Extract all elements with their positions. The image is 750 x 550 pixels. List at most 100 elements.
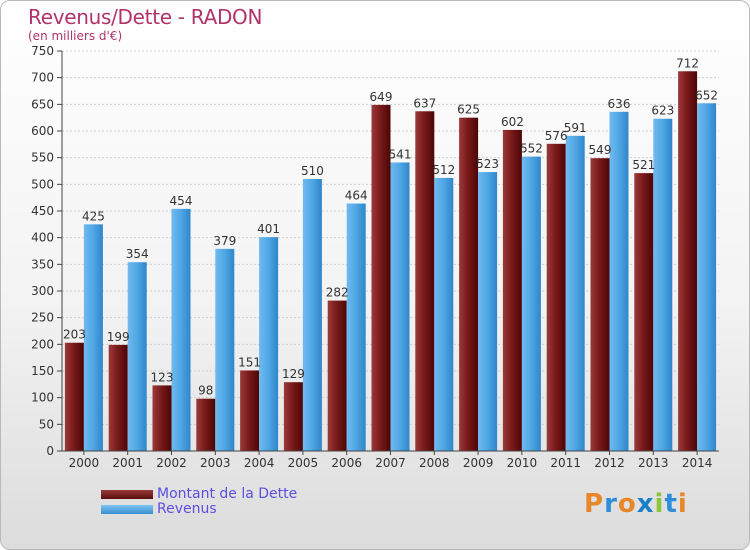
data-label-debt-2014: 712	[676, 56, 699, 70]
data-label-revenue-2001: 354	[126, 247, 149, 261]
bar-debt-2007	[371, 104, 391, 451]
data-labels: 203 425 199 354 123 454 98 379 151 401 129 510 282 46…	[63, 56, 718, 397]
y-tick-label: 250	[31, 311, 54, 325]
data-label-revenue-2013: 623	[651, 104, 674, 118]
y-tick-label: 750	[31, 44, 54, 58]
logo-letter: x	[636, 489, 655, 519]
bar-debt-2013	[634, 173, 654, 451]
logo-letter: t	[664, 489, 678, 519]
x-tick-label-2004: 2004	[244, 456, 275, 470]
x-tick-label-2014: 2014	[682, 456, 713, 470]
bar-revenue-2007	[390, 162, 410, 451]
legend-label-revenue: Revenus	[157, 501, 217, 517]
data-label-debt-2007: 649	[370, 90, 393, 104]
bar-revenue-2004	[259, 237, 279, 451]
logo-letter: r	[604, 489, 618, 519]
bar-debt-2010	[502, 129, 522, 451]
data-label-debt-2013: 521	[632, 158, 655, 172]
proxiti-logo: Proxiti	[584, 489, 688, 519]
bar-debt-2006	[327, 300, 347, 451]
data-label-revenue-2008: 512	[432, 163, 455, 177]
bar-revenue-2000	[83, 224, 103, 451]
x-tick-label-2001: 2001	[112, 456, 143, 470]
bar-debt-2003	[196, 398, 216, 451]
data-label-revenue-2012: 636	[608, 97, 631, 111]
data-label-debt-2010: 602	[501, 115, 524, 129]
data-label-debt-2011: 576	[545, 129, 568, 143]
bars	[64, 71, 717, 452]
data-label-debt-2006: 282	[326, 286, 349, 300]
data-label-revenue-2011: 591	[564, 121, 587, 135]
bar-revenue-2013	[653, 118, 673, 451]
x-tick-label-2013: 2013	[638, 456, 669, 470]
y-tick-label: 50	[39, 417, 54, 431]
bar-revenue-2008	[434, 177, 454, 451]
data-label-debt-2004: 151	[238, 355, 261, 369]
y-tick-label: 450	[31, 204, 54, 218]
bar-debt-2012	[590, 158, 610, 451]
y-tick-label: 500	[31, 177, 54, 191]
y-tick-label: 0	[46, 444, 54, 458]
data-label-revenue-2007: 541	[389, 147, 412, 161]
bar-debt-2005	[283, 382, 303, 451]
y-tick-label: 150	[31, 364, 54, 378]
bar-revenue-2009	[478, 172, 498, 452]
bar-debt-2004	[240, 370, 260, 451]
data-label-revenue-2014: 652	[695, 88, 718, 102]
logo-letter: i	[677, 489, 688, 519]
logo-letter: P	[584, 489, 605, 519]
bar-debt-2014	[678, 71, 698, 452]
y-tick-label: 200	[31, 337, 54, 351]
x-tick-label-2002: 2002	[156, 456, 187, 470]
data-label-debt-2009: 625	[457, 103, 480, 117]
bar-revenue-2002	[171, 208, 191, 451]
x-tick-label-2007: 2007	[375, 456, 406, 470]
bar-revenue-2005	[302, 179, 322, 451]
chart-subtitle: (en milliers d'€)	[28, 29, 123, 43]
bar-debt-2009	[459, 117, 479, 452]
bar-debt-2000	[64, 342, 84, 451]
axes: 0 50 100 150 200 250 300 350 400 450 500 550 600 650 7…	[31, 44, 719, 470]
logo-letter: i	[654, 489, 665, 519]
bar-revenue-2014	[697, 103, 717, 452]
data-label-revenue-2000: 425	[82, 209, 105, 223]
x-tick-label-2008: 2008	[419, 456, 450, 470]
data-label-revenue-2005: 510	[301, 164, 324, 178]
y-tick-label: 300	[31, 284, 54, 298]
x-tick-label-2011: 2011	[550, 456, 581, 470]
y-tick-label: 600	[31, 124, 54, 138]
data-label-revenue-2002: 454	[170, 194, 193, 208]
legend-swatch-debt	[101, 490, 153, 499]
bar-revenue-2003	[215, 248, 235, 451]
data-label-revenue-2004: 401	[257, 222, 280, 236]
y-tick-label: 650	[31, 97, 54, 111]
y-tick-label: 400	[31, 231, 54, 245]
data-label-debt-2008: 637	[413, 96, 436, 110]
bar-revenue-2001	[127, 262, 147, 451]
x-tick-label-2006: 2006	[331, 456, 362, 470]
data-label-debt-2002: 123	[151, 370, 174, 384]
legend-swatch-revenue	[101, 505, 153, 514]
y-tick-label: 100	[31, 391, 54, 405]
x-tick-label-2010: 2010	[507, 456, 538, 470]
bar-debt-2001	[108, 344, 128, 451]
y-tick-label: 700	[31, 71, 54, 85]
bar-revenue-2006	[346, 203, 366, 451]
data-label-debt-2000: 203	[63, 328, 86, 342]
x-tick-label-2009: 2009	[463, 456, 494, 470]
x-tick-label-2005: 2005	[288, 456, 319, 470]
bar-revenue-2011	[565, 135, 585, 452]
bar-debt-2008	[415, 111, 435, 452]
x-tick-label-2000: 2000	[69, 456, 100, 470]
data-label-debt-2003: 98	[198, 384, 213, 398]
bar-revenue-2010	[521, 156, 541, 451]
y-tick-label: 550	[31, 151, 54, 165]
data-label-revenue-2010: 552	[520, 142, 543, 156]
y-tick-label: 350	[31, 257, 54, 271]
x-tick-label-2012: 2012	[594, 456, 625, 470]
bar-debt-2011	[546, 143, 566, 452]
logo-letter: o	[617, 489, 637, 519]
data-label-revenue-2009: 523	[476, 157, 499, 171]
